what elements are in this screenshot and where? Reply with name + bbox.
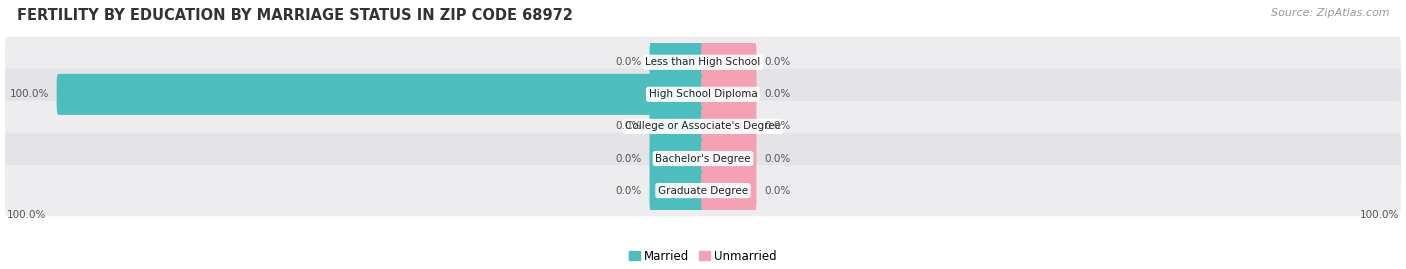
Text: College or Associate's Degree: College or Associate's Degree [626,121,780,132]
FancyBboxPatch shape [6,133,1400,184]
Text: 0.0%: 0.0% [765,89,790,99]
FancyBboxPatch shape [702,170,756,211]
FancyBboxPatch shape [650,138,704,179]
Legend: Married, Unmarried: Married, Unmarried [624,245,782,267]
FancyBboxPatch shape [702,42,756,83]
Text: 0.0%: 0.0% [616,57,641,67]
Text: 0.0%: 0.0% [765,121,790,132]
Text: 0.0%: 0.0% [765,57,790,67]
Text: 100.0%: 100.0% [10,89,49,99]
FancyBboxPatch shape [56,74,704,115]
FancyBboxPatch shape [702,138,756,179]
Text: Graduate Degree: Graduate Degree [658,186,748,196]
Text: 100.0%: 100.0% [1360,210,1399,220]
Text: 0.0%: 0.0% [616,154,641,164]
FancyBboxPatch shape [702,106,756,147]
Text: 0.0%: 0.0% [616,121,641,132]
FancyBboxPatch shape [6,101,1400,152]
Text: FERTILITY BY EDUCATION BY MARRIAGE STATUS IN ZIP CODE 68972: FERTILITY BY EDUCATION BY MARRIAGE STATU… [17,8,572,23]
FancyBboxPatch shape [650,106,704,147]
Text: Less than High School: Less than High School [645,57,761,67]
Text: Source: ZipAtlas.com: Source: ZipAtlas.com [1271,8,1389,18]
Text: 100.0%: 100.0% [7,210,46,220]
FancyBboxPatch shape [6,69,1400,120]
Text: High School Diploma: High School Diploma [648,89,758,99]
FancyBboxPatch shape [702,74,756,115]
FancyBboxPatch shape [650,42,704,83]
FancyBboxPatch shape [6,165,1400,216]
Text: 0.0%: 0.0% [616,186,641,196]
Text: 0.0%: 0.0% [765,154,790,164]
Text: 0.0%: 0.0% [765,186,790,196]
Text: Bachelor's Degree: Bachelor's Degree [655,154,751,164]
FancyBboxPatch shape [650,170,704,211]
FancyBboxPatch shape [6,37,1400,88]
